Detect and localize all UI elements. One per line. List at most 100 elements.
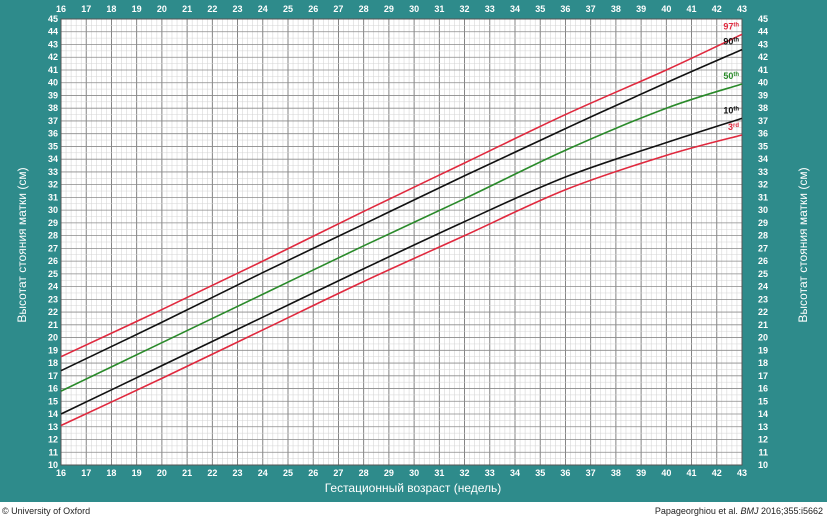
citation-authors: Papageorghiou et al. bbox=[654, 506, 741, 516]
x-tick-label-bottom: 18 bbox=[106, 468, 116, 478]
x-tick-label-bottom: 20 bbox=[157, 468, 167, 478]
y-tick-label-left: 39 bbox=[48, 90, 58, 100]
series-label-50: 50th bbox=[723, 71, 739, 81]
x-tick-label-top: 18 bbox=[106, 4, 116, 14]
y-tick-label-right: 28 bbox=[758, 231, 768, 241]
y-tick-label-left: 19 bbox=[48, 345, 58, 355]
x-tick-label-bottom: 27 bbox=[333, 468, 343, 478]
series-line-3 bbox=[60, 134, 743, 427]
grid bbox=[60, 18, 743, 466]
y-tick-label-left: 40 bbox=[48, 78, 58, 88]
x-tick-label-bottom: 17 bbox=[81, 468, 91, 478]
y-tick-label-right: 23 bbox=[758, 294, 768, 304]
y-tick-label-right: 14 bbox=[758, 409, 768, 419]
y-tick-label-right: 10 bbox=[758, 460, 768, 470]
y-tick-label-right: 34 bbox=[758, 154, 768, 164]
y-tick-label-left: 37 bbox=[48, 116, 58, 126]
y-axis-title-left: Высотат стояния матки (см) bbox=[15, 167, 29, 322]
citation-details: 2016;355:i5662 bbox=[758, 506, 823, 516]
x-tick-label-top: 25 bbox=[283, 4, 293, 14]
series-line-90 bbox=[60, 48, 743, 372]
x-tick-label-top: 31 bbox=[434, 4, 444, 14]
x-tick-label-top: 28 bbox=[359, 4, 369, 14]
y-tick-label-left: 17 bbox=[48, 371, 58, 381]
y-tick-label-right: 37 bbox=[758, 116, 768, 126]
y-tick-label-right: 32 bbox=[758, 180, 768, 190]
y-tick-label-right: 25 bbox=[758, 269, 768, 279]
y-tick-label-right: 20 bbox=[758, 333, 768, 343]
x-tick-label-top: 33 bbox=[485, 4, 495, 14]
y-tick-label-right: 36 bbox=[758, 129, 768, 139]
series-line-10 bbox=[60, 117, 743, 415]
x-tick-label-top: 24 bbox=[258, 4, 268, 14]
series-line-50 bbox=[60, 83, 743, 392]
y-tick-label-right: 16 bbox=[758, 384, 768, 394]
x-tick-label-top: 40 bbox=[661, 4, 671, 14]
x-tick-label-top: 26 bbox=[308, 4, 318, 14]
y-tick-label-right: 22 bbox=[758, 307, 768, 317]
x-tick-label-bottom: 38 bbox=[611, 468, 621, 478]
series-line-97 bbox=[60, 33, 743, 358]
y-tick-label-right: 41 bbox=[758, 65, 768, 75]
y-tick-label-right: 40 bbox=[758, 78, 768, 88]
y-tick-label-left: 22 bbox=[48, 307, 58, 317]
y-tick-label-left: 18 bbox=[48, 358, 58, 368]
x-tick-label-top: 29 bbox=[384, 4, 394, 14]
x-tick-label-bottom: 21 bbox=[182, 468, 192, 478]
y-tick-label-right: 31 bbox=[758, 192, 768, 202]
x-tick-label-top: 38 bbox=[611, 4, 621, 14]
x-tick-label-bottom: 37 bbox=[586, 468, 596, 478]
x-tick-label-top: 21 bbox=[182, 4, 192, 14]
y-tick-label-right: 39 bbox=[758, 90, 768, 100]
y-tick-label-left: 45 bbox=[48, 14, 58, 24]
x-tick-label-top: 37 bbox=[586, 4, 596, 14]
x-tick-label-top: 23 bbox=[233, 4, 243, 14]
x-tick-label-bottom: 35 bbox=[535, 468, 545, 478]
x-tick-label-bottom: 33 bbox=[485, 468, 495, 478]
y-tick-label-left: 41 bbox=[48, 65, 58, 75]
y-tick-label-left: 35 bbox=[48, 141, 58, 151]
y-tick-label-left: 20 bbox=[48, 333, 58, 343]
y-tick-label-right: 35 bbox=[758, 141, 768, 151]
y-tick-label-right: 33 bbox=[758, 167, 768, 177]
y-tick-label-right: 45 bbox=[758, 14, 768, 24]
y-tick-label-left: 13 bbox=[48, 422, 58, 432]
y-tick-label-right: 38 bbox=[758, 103, 768, 113]
x-tick-label-top: 22 bbox=[207, 4, 217, 14]
series-label-3: 3rd bbox=[728, 122, 739, 132]
plot-border bbox=[60, 18, 743, 466]
x-tick-label-top: 41 bbox=[687, 4, 697, 14]
y-tick-label-left: 14 bbox=[48, 409, 58, 419]
x-tick-label-top: 27 bbox=[333, 4, 343, 14]
x-tick-label-bottom: 40 bbox=[661, 468, 671, 478]
y-tick-label-right: 11 bbox=[758, 447, 768, 457]
x-tick-label-bottom: 16 bbox=[56, 468, 66, 478]
x-tick-label-top: 42 bbox=[712, 4, 722, 14]
y-tick-label-right: 15 bbox=[758, 396, 768, 406]
x-tick-label-top: 17 bbox=[81, 4, 91, 14]
y-tick-label-right: 13 bbox=[758, 422, 768, 432]
x-tick-label-bottom: 26 bbox=[308, 468, 318, 478]
y-tick-label-left: 23 bbox=[48, 294, 58, 304]
y-tick-label-left: 36 bbox=[48, 129, 58, 139]
x-tick-label-bottom: 30 bbox=[409, 468, 419, 478]
x-tick-label-top: 43 bbox=[737, 4, 747, 14]
y-tick-label-left: 42 bbox=[48, 52, 58, 62]
x-tick-label-bottom: 25 bbox=[283, 468, 293, 478]
y-tick-label-left: 29 bbox=[48, 218, 58, 228]
y-tick-label-left: 44 bbox=[48, 27, 58, 37]
citation-journal: BMJ bbox=[740, 506, 759, 516]
y-tick-label-left: 33 bbox=[48, 167, 58, 177]
x-tick-label-bottom: 19 bbox=[132, 468, 142, 478]
y-tick-label-left: 27 bbox=[48, 243, 58, 253]
y-tick-label-left: 21 bbox=[48, 320, 58, 330]
y-tick-label-left: 10 bbox=[48, 460, 58, 470]
y-tick-label-right: 43 bbox=[758, 39, 768, 49]
y-tick-label-right: 12 bbox=[758, 435, 768, 445]
y-tick-label-left: 34 bbox=[48, 154, 58, 164]
x-tick-label-top: 30 bbox=[409, 4, 419, 14]
y-tick-label-left: 30 bbox=[48, 205, 58, 215]
x-tick-label-bottom: 31 bbox=[434, 468, 444, 478]
y-tick-label-left: 11 bbox=[48, 447, 58, 457]
x-tick-label-top: 16 bbox=[56, 4, 66, 14]
